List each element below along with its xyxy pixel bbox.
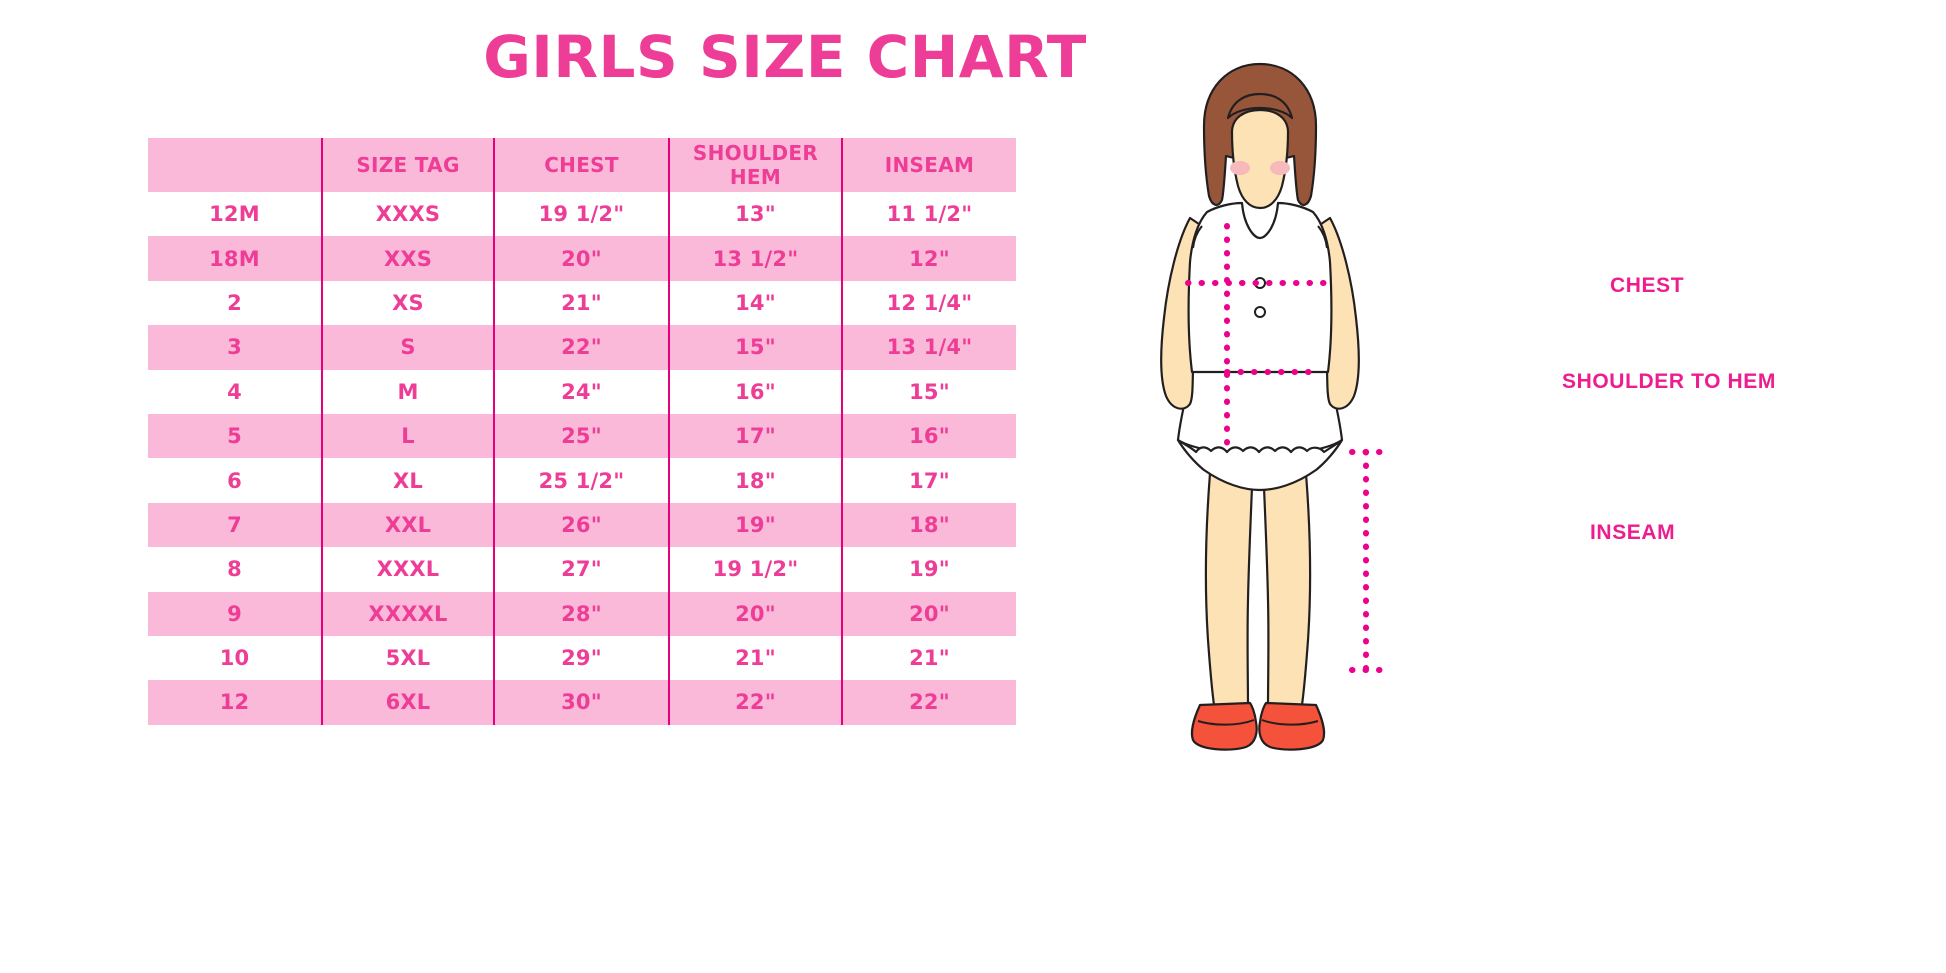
cell-inseam: 18" <box>841 502 1016 548</box>
cell-size: 12M <box>148 192 322 237</box>
column-header-shoulder-hem: SHOULDER HEM <box>668 138 842 192</box>
cell-inseam: 12 1/4" <box>841 280 1016 326</box>
cell-size: 7 <box>148 502 322 548</box>
cell-size-tag: XL <box>321 458 494 503</box>
cell-shoulder-hem: 18" <box>668 458 842 503</box>
cell-size: 10 <box>148 635 322 681</box>
cell-shoulder-hem: 16" <box>668 369 842 414</box>
cell-inseam: 11 1/2" <box>841 192 1016 237</box>
cell-chest: 25" <box>493 413 669 459</box>
cell-inseam: 13 1/4" <box>841 325 1016 370</box>
cell-size: 4 <box>148 369 322 414</box>
cell-size: 8 <box>148 547 322 592</box>
cell-size: 9 <box>148 591 322 636</box>
cell-size-tag: XS <box>321 280 494 326</box>
cell-shoulder-hem: 17" <box>668 413 842 459</box>
cell-shoulder-hem: 19 1/2" <box>668 547 842 592</box>
cell-chest: 28" <box>493 591 669 636</box>
cell-chest: 22" <box>493 325 669 370</box>
cell-shoulder-hem: 19" <box>668 502 842 548</box>
cell-size: 6 <box>148 458 322 503</box>
cell-size-tag: XXXXL <box>321 591 494 636</box>
cell-size: 5 <box>148 413 322 459</box>
cell-chest: 29" <box>493 635 669 681</box>
column-header-inseam: INSEAM <box>841 138 1016 192</box>
cell-shoulder-hem: 20" <box>668 591 842 636</box>
cell-inseam: 20" <box>841 591 1016 636</box>
table-row: 10 5XL 29" 21" 21" <box>148 635 1016 681</box>
table-row: 2 XS 21" 14" 12 1/4" <box>148 280 1016 326</box>
cell-size-tag: M <box>321 369 494 414</box>
cell-shoulder-hem: 15" <box>668 325 842 370</box>
table-body: 12M XXXS 19 1/2" 13" 11 1/2" 18M XXS 20"… <box>148 192 1016 725</box>
table-row: 12M XXXS 19 1/2" 13" 11 1/2" <box>148 192 1016 237</box>
cell-inseam: 17" <box>841 458 1016 503</box>
girls-size-table: SIZE TAG CHEST SHOULDER HEM INSEAM 12M X… <box>148 138 1016 725</box>
top-garment <box>1187 201 1333 374</box>
cell-inseam: 21" <box>841 635 1016 681</box>
cell-size-tag: XXL <box>321 502 494 548</box>
cell-size: 18M <box>148 236 322 281</box>
cell-shoulder-hem: 13 1/2" <box>668 236 842 281</box>
cell-size: 3 <box>148 325 322 370</box>
cell-size-tag: 6XL <box>321 680 494 725</box>
cell-inseam: 22" <box>841 680 1016 725</box>
girl-figure-illustration: .sk{fill:#fce2b4;stroke:#231f20;stroke-w… <box>1160 62 1385 751</box>
table-row: 3 S 22" 15" 13 1/4" <box>148 325 1016 370</box>
table-header-row: SIZE TAG CHEST SHOULDER HEM INSEAM <box>148 138 1016 192</box>
cell-chest: 21" <box>493 280 669 326</box>
cell-shoulder-hem: 14" <box>668 280 842 326</box>
cell-shoulder-hem: 22" <box>668 680 842 725</box>
cell-size-tag: L <box>321 413 494 459</box>
page-title: GIRLS SIZE CHART <box>483 23 1087 91</box>
cell-inseam: 19" <box>841 547 1016 592</box>
table-row: 18M XXS 20" 13 1/2" 12" <box>148 236 1016 281</box>
table-row: 8 XXXL 27" 19 1/2" 19" <box>148 547 1016 592</box>
label-chest: CHEST <box>1610 274 1685 297</box>
column-header-size <box>148 138 322 192</box>
cell-size-tag: S <box>321 325 494 370</box>
label-inseam: INSEAM <box>1590 521 1676 544</box>
cell-size-tag: XXXS <box>321 192 494 237</box>
table-row: 9 XXXXL 28" 20" 20" <box>148 591 1016 636</box>
cell-shoulder-hem: 21" <box>668 635 842 681</box>
cell-size: 2 <box>148 280 322 326</box>
label-shoulder-to-hem: SHOULDER TO HEM <box>1562 370 1776 393</box>
cell-chest: 25 1/2" <box>493 458 669 503</box>
table-row: 4 M 24" 16" 15" <box>148 369 1016 414</box>
cell-shoulder-hem: 13" <box>668 192 842 237</box>
skirt <box>1176 368 1344 492</box>
cell-chest: 30" <box>493 680 669 725</box>
table-row: 7 XXL 26" 19" 18" <box>148 502 1016 548</box>
shoes <box>1190 701 1326 751</box>
cell-size: 12 <box>148 680 322 725</box>
cell-chest: 20" <box>493 236 669 281</box>
cell-chest: 24" <box>493 369 669 414</box>
cell-inseam: 12" <box>841 236 1016 281</box>
cell-chest: 26" <box>493 502 669 548</box>
cell-inseam: 16" <box>841 413 1016 459</box>
cell-size-tag: XXXL <box>321 547 494 592</box>
cell-size-tag: 5XL <box>321 635 494 681</box>
column-header-size-tag: SIZE TAG <box>321 138 494 192</box>
cell-inseam: 15" <box>841 369 1016 414</box>
cell-size-tag: XXS <box>321 236 494 281</box>
measurement-guides <box>1185 223 1385 673</box>
table-row: 5 L 25" 17" 16" <box>148 413 1016 459</box>
cell-chest: 19 1/2" <box>493 192 669 237</box>
column-header-chest: CHEST <box>493 138 669 192</box>
head <box>1202 62 1318 210</box>
cell-chest: 27" <box>493 547 669 592</box>
table-row: 6 XL 25 1/2" 18" 17" <box>148 458 1016 503</box>
table-row: 12 6XL 30" 22" 22" <box>148 680 1016 725</box>
